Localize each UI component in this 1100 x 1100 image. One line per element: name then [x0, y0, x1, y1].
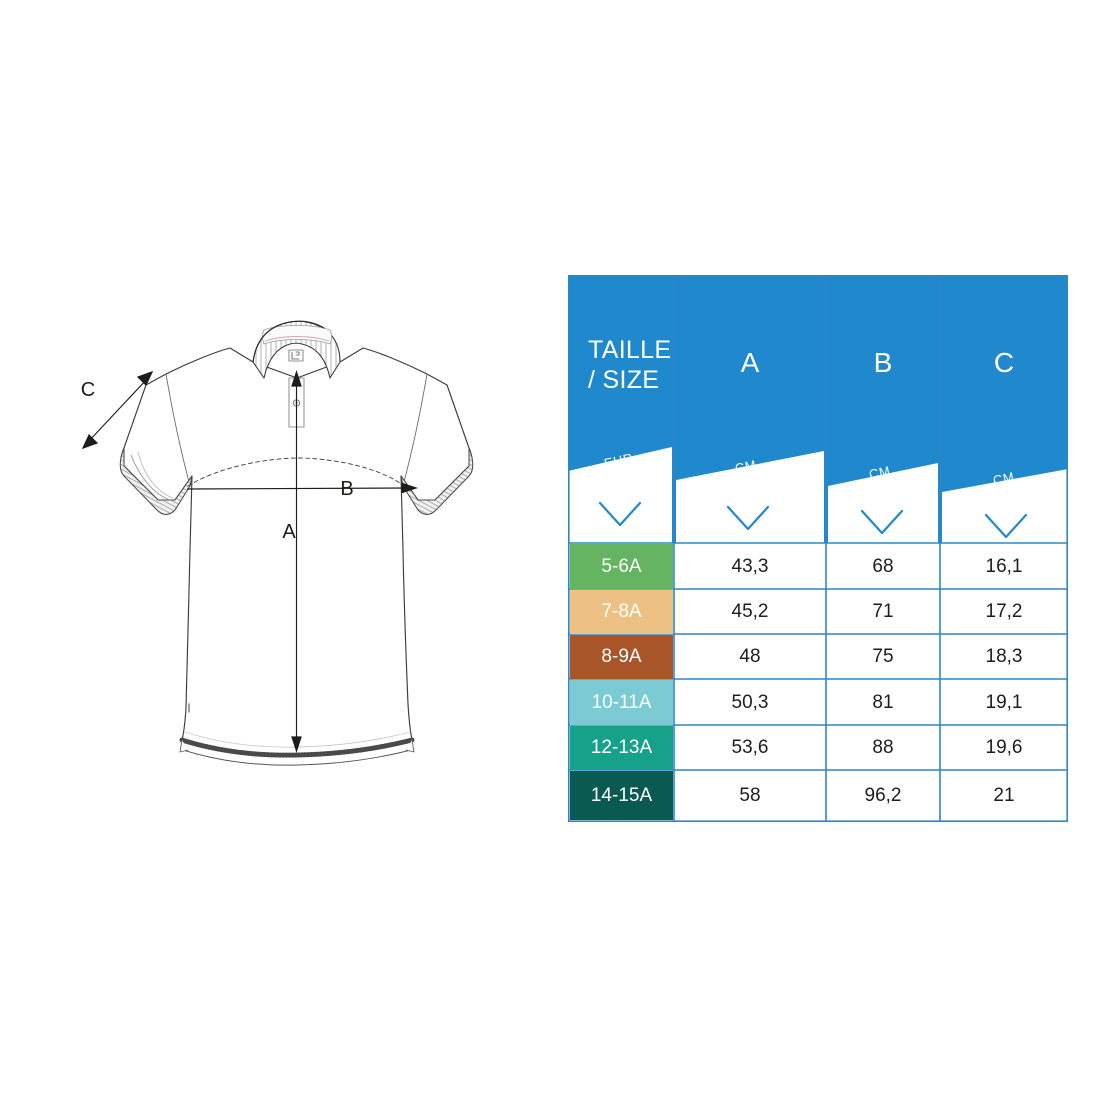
chevron-icon-b [860, 509, 904, 535]
size-label-4: 12-13A [590, 737, 653, 758]
cell-a-4: 53,6 [731, 737, 769, 758]
cell-c-1: 17,2 [985, 601, 1023, 622]
size-chips [570, 544, 673, 820]
cell-c-3: 19,1 [985, 691, 1023, 713]
measure-arrow-a-bottom [291, 736, 302, 753]
cell-a-3: 50,3 [731, 691, 769, 713]
cell-c-4: 19,6 [985, 737, 1023, 758]
measure-label-a: A [282, 521, 296, 543]
size-label-2: 8-9A [601, 646, 642, 667]
cell-c-5: 21 [993, 784, 1015, 806]
cell-b-0: 68 [872, 555, 894, 577]
measure-line-b [186, 487, 410, 490]
column-header-a: A [740, 347, 760, 378]
size-chip-1 [570, 590, 673, 634]
chevron-icon-c [984, 513, 1028, 539]
cell-c-2: 18,3 [985, 646, 1023, 667]
measure-line-c [87, 377, 149, 443]
size-label-3: 10-11A [591, 691, 652, 713]
cell-b-1: 71 [872, 601, 894, 622]
size-chip-0 [570, 544, 673, 589]
cell-a-2: 48 [739, 646, 761, 667]
measure-label-b: B [340, 478, 353, 500]
cell-a-1: 45,2 [731, 601, 769, 622]
measure-label-c: C [81, 379, 95, 401]
size-chip-4 [570, 726, 673, 770]
header-wedge-a [676, 451, 824, 543]
measure-arrow-a-top [291, 370, 302, 387]
cell-b-2: 75 [872, 646, 894, 667]
cell-b-5: 96,2 [864, 784, 902, 806]
size-chart-table: TAILLE / SIZE A B C EUR CM CM CM 5-6A 43… [568, 275, 1068, 822]
cell-b-3: 81 [872, 691, 894, 713]
header-wedge-b [828, 463, 938, 543]
measure-arrow-c-bottom [81, 433, 99, 450]
header-wedge-c [942, 469, 1068, 543]
size-chart-svg [568, 275, 1068, 822]
cell-b-4: 88 [872, 737, 894, 758]
cell-c-0: 16,1 [985, 555, 1023, 577]
size-label-1: 7-8A [601, 601, 642, 622]
cell-a-5: 58 [739, 784, 761, 806]
measure-arrow-b-right [401, 482, 418, 494]
measure-arrow-c-top [136, 370, 154, 387]
chevron-icon-size [598, 501, 642, 527]
size-label-5: 14-15A [590, 784, 653, 806]
size-chip-5 [570, 771, 673, 820]
size-chip-3 [570, 680, 673, 725]
garment-svg: A B C [81, 320, 474, 766]
size-label-0: 5-6A [601, 555, 642, 577]
size-chip-2 [570, 635, 673, 679]
column-header-b: B [873, 347, 893, 378]
header-wedge-size [568, 447, 672, 543]
cell-a-0: 43,3 [731, 555, 769, 577]
polo-shirt-technical-drawing: A B C [40, 300, 540, 800]
chevron-icon-a [726, 505, 770, 531]
column-header-c: C [993, 347, 1015, 378]
